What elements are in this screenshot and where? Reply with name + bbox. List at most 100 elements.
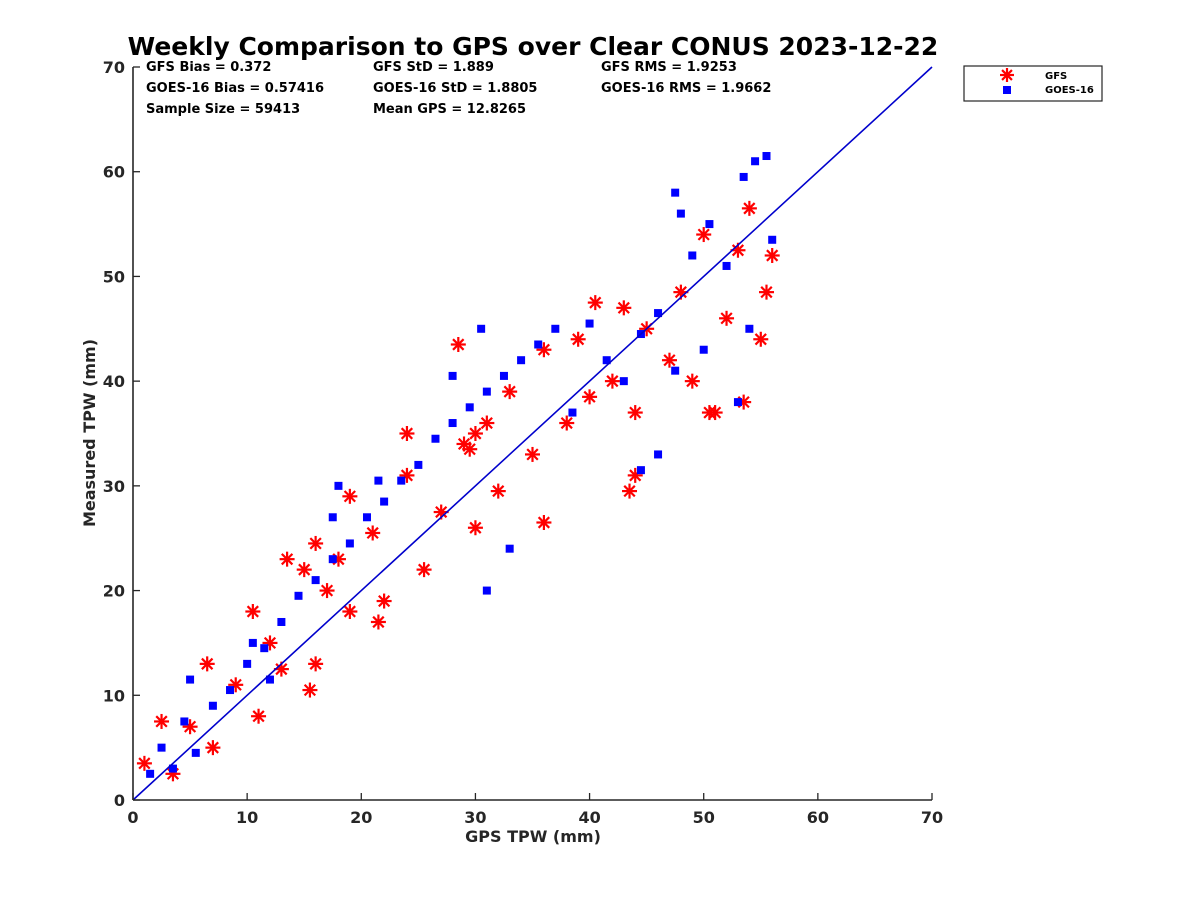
gfs-point bbox=[587, 295, 603, 311]
gfs-point bbox=[296, 562, 312, 578]
gfs-point bbox=[342, 488, 358, 504]
goes16-point bbox=[482, 387, 491, 396]
goes16-point bbox=[477, 324, 486, 333]
goes16-point bbox=[380, 497, 389, 506]
goes16-point bbox=[180, 717, 189, 726]
goes16-point bbox=[676, 209, 685, 218]
goes16-point bbox=[208, 701, 217, 710]
goes16-point bbox=[448, 419, 457, 428]
x-tick-label: 60 bbox=[807, 808, 829, 827]
gfs-point bbox=[467, 426, 483, 441]
stat-text: GOES-16 Bias = 0.57416 bbox=[146, 81, 324, 96]
y-tick-label: 30 bbox=[103, 477, 125, 496]
goes16-point bbox=[465, 403, 474, 412]
goes16-point bbox=[448, 371, 457, 380]
goes16-point bbox=[248, 638, 257, 647]
goes16-point bbox=[517, 356, 526, 365]
goes16-point bbox=[505, 544, 514, 553]
goes16-point bbox=[294, 591, 303, 600]
axes bbox=[132, 67, 932, 801]
goes16-point bbox=[328, 513, 337, 522]
legend-box bbox=[963, 65, 1103, 102]
x-tick-label: 70 bbox=[921, 808, 943, 827]
goes16-point bbox=[739, 172, 748, 181]
gfs-point bbox=[370, 614, 386, 630]
gfs-point bbox=[467, 520, 483, 536]
goes16-point bbox=[277, 617, 286, 626]
goes16-point bbox=[585, 319, 594, 328]
stat-text: GFS RMS = 1.9253 bbox=[601, 60, 737, 75]
y-tick-label: 0 bbox=[114, 791, 125, 810]
goes16-point bbox=[722, 261, 731, 270]
stat-text: GOES-16 StD = 1.8805 bbox=[373, 81, 537, 96]
stat-text: GFS Bias = 0.372 bbox=[146, 60, 271, 75]
data-points bbox=[136, 152, 780, 782]
gfs-point bbox=[416, 562, 432, 578]
gfs-point bbox=[719, 310, 735, 326]
gfs-point bbox=[199, 656, 215, 672]
gfs-point bbox=[399, 467, 415, 483]
gfs-point bbox=[251, 708, 267, 724]
goes16-point bbox=[534, 340, 543, 349]
stat-text: Mean GPS = 12.8265 bbox=[373, 102, 526, 117]
goes16-point bbox=[431, 434, 440, 443]
x-tick-label: 30 bbox=[464, 808, 486, 827]
y-tick-label: 40 bbox=[103, 372, 125, 391]
goes16-point bbox=[499, 371, 508, 380]
chart-title: Weekly Comparison to GPS over Clear CONU… bbox=[128, 32, 939, 61]
x-tick-label: 20 bbox=[350, 808, 372, 827]
gfs-point bbox=[758, 284, 774, 300]
y-tick-label: 60 bbox=[103, 163, 125, 182]
x-tick-label: 50 bbox=[693, 808, 715, 827]
goes16-point bbox=[168, 764, 177, 773]
gfs-point bbox=[308, 535, 324, 551]
goes16-point bbox=[551, 324, 560, 333]
y-tick-label: 10 bbox=[103, 686, 125, 705]
goes16-point bbox=[762, 152, 771, 161]
goes16-point bbox=[334, 481, 343, 490]
gfs-point bbox=[262, 635, 278, 651]
gfs-point bbox=[399, 426, 415, 441]
gfs-point bbox=[502, 384, 518, 400]
gfs-point bbox=[753, 331, 769, 347]
legend: GFS GOES-16 bbox=[963, 65, 1103, 102]
gfs-point bbox=[616, 300, 632, 316]
goes16-point bbox=[345, 539, 354, 548]
gfs-point bbox=[525, 446, 540, 462]
gfs-point bbox=[365, 525, 381, 541]
goes16-point bbox=[733, 398, 742, 407]
stat-text: GOES-16 RMS = 1.9662 bbox=[601, 81, 771, 96]
gfs-point bbox=[302, 682, 318, 698]
gfs-point bbox=[462, 441, 478, 457]
y-tick-label: 20 bbox=[103, 582, 125, 601]
goes16-point bbox=[226, 686, 235, 695]
y-tick-label: 70 bbox=[103, 58, 125, 77]
legend-goes16-label: GOES-16 bbox=[1045, 85, 1094, 96]
goes16-point bbox=[146, 769, 155, 778]
gfs-point bbox=[570, 331, 586, 347]
x-tick-label: 10 bbox=[236, 808, 258, 827]
x-ticks: 0 10 20 30 40 50 60 70 bbox=[127, 793, 943, 827]
goes16-point bbox=[311, 576, 320, 585]
goes16-point bbox=[414, 460, 423, 469]
goes16-point bbox=[654, 450, 663, 459]
legend-gfs-asterisk bbox=[1000, 68, 1014, 82]
legend-gfs-marker bbox=[1000, 68, 1014, 82]
goes16-point bbox=[602, 356, 611, 365]
goes16-point bbox=[157, 743, 166, 752]
goes16-point bbox=[328, 555, 337, 564]
goes16-point bbox=[688, 251, 697, 260]
goes16-point bbox=[374, 476, 383, 485]
gfs-point bbox=[205, 740, 221, 756]
goes16-point bbox=[751, 157, 760, 166]
x-axis-label: GPS TPW (mm) bbox=[465, 827, 601, 846]
gfs-point bbox=[627, 405, 643, 421]
gfs-point bbox=[696, 227, 712, 243]
gfs-point bbox=[376, 593, 392, 609]
gfs-point bbox=[245, 604, 261, 620]
x-tick-label: 0 bbox=[127, 808, 138, 827]
gfs-point bbox=[319, 583, 335, 599]
legend-goes16-square bbox=[1003, 86, 1011, 94]
gfs-point bbox=[559, 415, 575, 431]
